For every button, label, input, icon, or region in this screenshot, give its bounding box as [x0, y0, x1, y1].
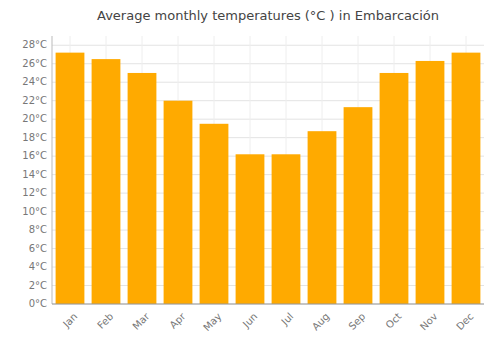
y-tick-label: 6°C	[29, 243, 47, 254]
x-tick-label: Jan	[60, 311, 79, 330]
y-tick-label: 16°C	[22, 150, 47, 161]
x-tick-label: Nov	[418, 311, 440, 333]
x-tick-label: Mar	[130, 310, 152, 332]
x-axis-line	[52, 304, 484, 305]
y-tick-label: 28°C	[22, 39, 47, 50]
bar	[164, 101, 193, 304]
x-tick-label: Apr	[167, 310, 188, 331]
bar	[200, 124, 229, 304]
y-tick-label: 14°C	[22, 169, 47, 180]
x-tick-label: Feb	[95, 311, 115, 331]
x-tick-label: Dec	[454, 311, 475, 332]
bar	[452, 53, 481, 304]
x-tick-label: Oct	[383, 311, 403, 331]
y-tick-label: 2°C	[29, 280, 47, 291]
y-tick-label: 22°C	[22, 95, 47, 106]
y-tick-label: 8°C	[29, 224, 47, 235]
title: Average monthly temperatures (°C ) in Em…	[97, 8, 439, 23]
y-tick-label: 24°C	[22, 76, 47, 87]
x-tick-label: Sep	[346, 311, 367, 332]
x-tick-label: Jun	[240, 311, 260, 331]
y-tick-label: 18°C	[22, 132, 47, 143]
grid	[52, 36, 484, 304]
bars	[56, 53, 481, 304]
y-tick-label: 0°C	[29, 298, 47, 309]
y-tick-label: 12°C	[22, 187, 47, 198]
bar	[92, 59, 121, 304]
x-tick-label: Aug	[310, 311, 332, 333]
bar	[272, 154, 301, 304]
bar	[236, 154, 265, 304]
y-tick-label: 4°C	[29, 261, 47, 272]
axes: 0°C 2°C 4°C 6°C 8°C 10°C 12°C 14°C 16°C 18°C 20°C 2…	[22, 36, 484, 333]
y-tick-label: 26°C	[22, 58, 47, 69]
bar	[344, 107, 373, 304]
x-tick-label: May	[201, 311, 223, 333]
y-tick-label: 20°C	[22, 113, 47, 124]
y-axis-line	[52, 36, 53, 304]
chart: 0°C 2°C 4°C 6°C 8°C 10°C 12°C 14°C 16°C 18°C 20°C 2…	[0, 0, 500, 350]
bar	[56, 53, 85, 304]
bar	[416, 61, 445, 304]
chart-container: 0°C 2°C 4°C 6°C 8°C 10°C 12°C 14°C 16°C 18°C 20°C 2…	[0, 0, 500, 350]
bar	[308, 131, 337, 304]
y-grid-line	[52, 304, 484, 305]
bar	[380, 73, 409, 304]
y-grid-line	[52, 45, 484, 46]
x-tick-label: Jul	[278, 311, 295, 328]
y-tick-label: 10°C	[22, 206, 47, 217]
bar	[128, 73, 157, 304]
